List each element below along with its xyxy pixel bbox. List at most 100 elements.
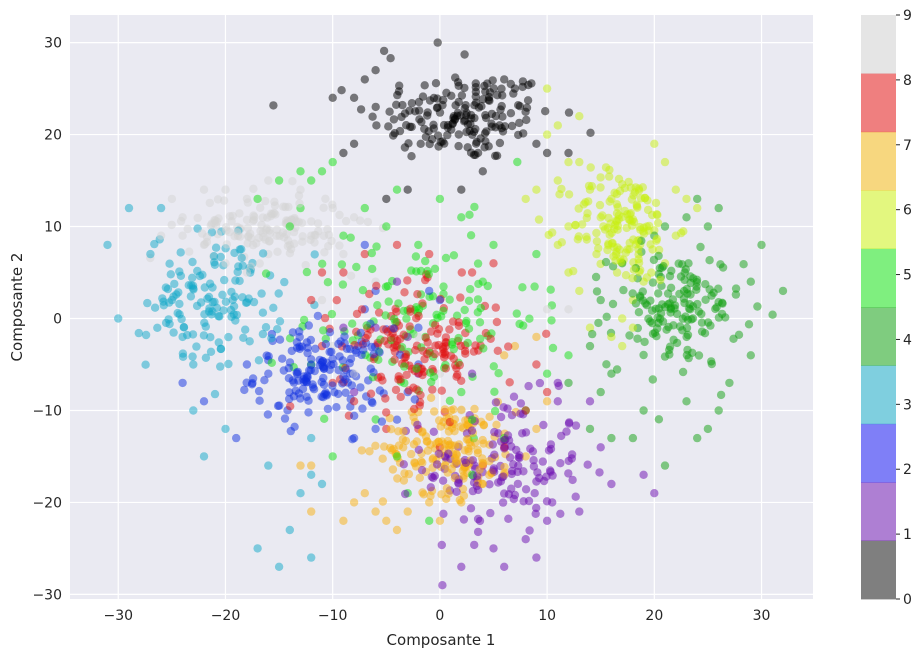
data-point-digit-4 xyxy=(682,332,691,342)
data-point-digit-4 xyxy=(693,299,702,309)
data-point-digit-8 xyxy=(405,322,414,331)
data-point-digit-7 xyxy=(457,405,466,414)
data-point-digit-1 xyxy=(509,460,518,469)
data-point-digit-1 xyxy=(459,515,469,524)
data-point-digit-2 xyxy=(308,380,317,389)
data-point-digit-7 xyxy=(407,449,416,459)
data-point-digit-8 xyxy=(430,349,439,359)
colorbar-segment-9 xyxy=(861,15,896,74)
data-point-digit-1 xyxy=(504,514,513,523)
data-point-digit-5 xyxy=(384,297,393,306)
data-point-digit-2 xyxy=(389,324,398,333)
data-point-digit-2 xyxy=(368,398,377,408)
data-point-digit-8 xyxy=(467,268,477,277)
data-point-digit-1 xyxy=(467,369,477,378)
data-point-digit-2 xyxy=(178,378,187,388)
data-point-digit-3 xyxy=(214,338,223,347)
data-point-digit-7 xyxy=(460,446,469,455)
data-point-digit-7 xyxy=(473,445,482,455)
data-point-digit-1 xyxy=(532,553,541,562)
data-point-digit-9 xyxy=(314,226,323,236)
data-point-digit-7 xyxy=(386,425,396,434)
y-tick-labels: −30 −20 −10 0 10 20 30 xyxy=(32,36,62,604)
data-point-digit-5 xyxy=(465,210,474,219)
data-point-digit-7 xyxy=(443,436,453,446)
data-point-digit-3 xyxy=(218,290,227,299)
colorbar-tick-label: 2 xyxy=(903,462,912,478)
data-point-digit-9 xyxy=(255,259,264,268)
data-point-digit-0 xyxy=(360,75,369,84)
data-point-digit-6 xyxy=(613,225,622,234)
data-point-digit-8 xyxy=(441,364,450,373)
data-point-digit-9 xyxy=(317,295,327,305)
data-point-digit-6 xyxy=(612,268,622,277)
data-point-digit-2 xyxy=(356,328,365,338)
data-point-digit-8 xyxy=(542,387,552,397)
data-point-digit-2 xyxy=(299,377,309,387)
data-point-digit-7 xyxy=(296,461,305,470)
data-point-digit-0 xyxy=(389,115,399,124)
data-point-digit-8 xyxy=(390,355,399,364)
data-point-digit-7 xyxy=(440,461,450,470)
data-point-digit-3 xyxy=(166,270,175,279)
data-point-digit-0 xyxy=(527,79,536,88)
data-point-digit-0 xyxy=(433,38,442,47)
data-point-digit-3 xyxy=(141,330,151,340)
data-point-digit-4 xyxy=(607,433,616,443)
data-point-digit-6 xyxy=(575,112,584,121)
colorbar-tick-label: 8 xyxy=(903,73,912,89)
data-point-digit-1 xyxy=(414,445,423,454)
data-point-digit-5 xyxy=(470,202,479,212)
data-point-digit-6 xyxy=(596,173,605,182)
data-point-digit-1 xyxy=(521,535,530,544)
data-point-digit-0 xyxy=(478,167,487,176)
data-point-digit-1 xyxy=(546,444,556,454)
data-point-digit-8 xyxy=(532,360,541,369)
data-point-digit-0 xyxy=(454,141,463,151)
data-point-digit-5 xyxy=(479,344,488,353)
data-point-digit-0 xyxy=(586,128,595,137)
data-point-digit-7 xyxy=(307,507,316,516)
data-point-digit-9 xyxy=(221,185,230,194)
data-point-digit-6 xyxy=(615,245,624,254)
data-point-digit-0 xyxy=(453,111,462,121)
data-point-digit-5 xyxy=(426,368,435,377)
data-point-digit-3 xyxy=(208,307,217,316)
data-point-digit-1 xyxy=(432,460,442,469)
data-point-digit-4 xyxy=(700,329,710,338)
data-point-digit-6 xyxy=(634,244,643,254)
data-point-digit-1 xyxy=(524,496,534,506)
data-point-digit-1 xyxy=(488,440,497,449)
data-point-digit-5 xyxy=(525,314,534,323)
data-point-digit-5 xyxy=(435,194,445,204)
data-point-digit-8 xyxy=(396,334,405,344)
data-point-digit-9 xyxy=(313,219,323,228)
data-point-digit-3 xyxy=(211,243,221,252)
data-point-digit-5 xyxy=(439,282,448,291)
data-point-digit-2 xyxy=(359,345,368,355)
data-point-digit-5 xyxy=(339,231,348,240)
data-point-digit-5 xyxy=(530,282,539,291)
data-point-digit-5 xyxy=(267,358,276,367)
data-point-digit-9 xyxy=(156,231,166,240)
data-point-digit-1 xyxy=(439,509,448,518)
data-point-digit-1 xyxy=(583,460,592,469)
data-point-digit-2 xyxy=(360,240,369,250)
data-point-digit-0 xyxy=(522,115,531,125)
data-point-digit-5 xyxy=(416,266,426,276)
data-point-digit-0 xyxy=(514,101,523,110)
data-point-digit-1 xyxy=(539,420,548,430)
data-point-digit-1 xyxy=(496,412,506,422)
data-point-digit-3 xyxy=(307,433,316,443)
data-point-digit-3 xyxy=(188,273,197,282)
data-point-digit-4 xyxy=(654,289,663,298)
data-point-digit-5 xyxy=(407,266,416,275)
data-point-digit-3 xyxy=(169,328,178,337)
data-point-digit-1 xyxy=(429,427,438,436)
data-point-digit-0 xyxy=(371,102,380,112)
data-point-digit-3 xyxy=(189,360,198,369)
data-point-digit-7 xyxy=(459,471,468,480)
data-point-digit-5 xyxy=(513,157,522,167)
data-point-digit-6 xyxy=(610,188,619,197)
data-point-digit-8 xyxy=(492,317,502,327)
